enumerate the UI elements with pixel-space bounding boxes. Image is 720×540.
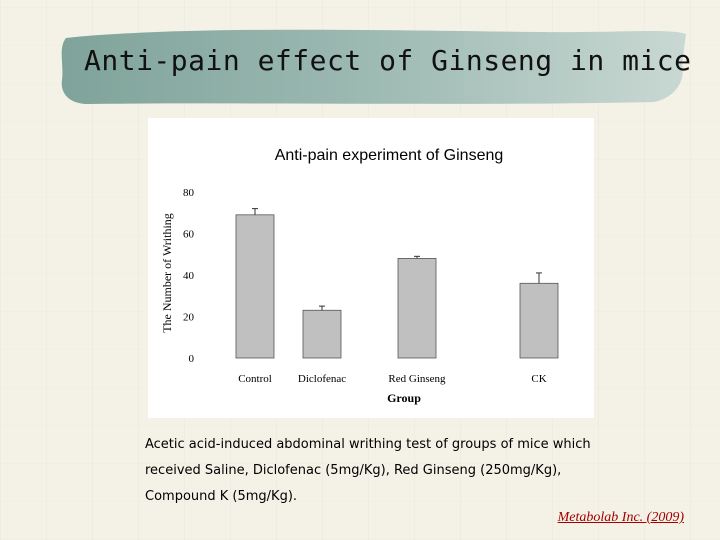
- y-tick-label: 40: [183, 270, 195, 282]
- chart-title: Anti-pain experiment of Ginseng: [275, 147, 504, 164]
- x-tick-label: Red Ginseng: [388, 373, 446, 385]
- x-tick-label: CK: [531, 373, 546, 385]
- x-axis-label: Group: [387, 391, 421, 405]
- bar-red-ginseng: [397, 257, 437, 359]
- y-tick-label: 0: [189, 353, 195, 365]
- bar-chart: Anti-pain experiment of Ginseng The Numb…: [160, 147, 559, 405]
- x-tick-label: Diclofenac: [298, 373, 346, 385]
- y-axis-label: The Number of Writhing: [160, 213, 174, 333]
- chart-panel: Anti-pain experiment of Ginseng The Numb…: [148, 118, 594, 418]
- bar-ck: [519, 282, 559, 359]
- y-tick-label: 80: [183, 187, 195, 199]
- x-tick-label: Control: [238, 373, 272, 385]
- credit-text: Metabolab Inc. (2009): [557, 510, 684, 525]
- y-tick-label: 60: [183, 229, 195, 241]
- bar-diclofenac: [302, 309, 342, 359]
- bar-control: [235, 214, 275, 359]
- y-tick-label: 20: [183, 312, 195, 324]
- slide-title: Anti-pain effect of Ginseng in mice: [84, 44, 692, 77]
- title-brush-band: [61, 29, 686, 104]
- figure-caption: Acetic acid-induced abdominal writhing t…: [145, 437, 591, 504]
